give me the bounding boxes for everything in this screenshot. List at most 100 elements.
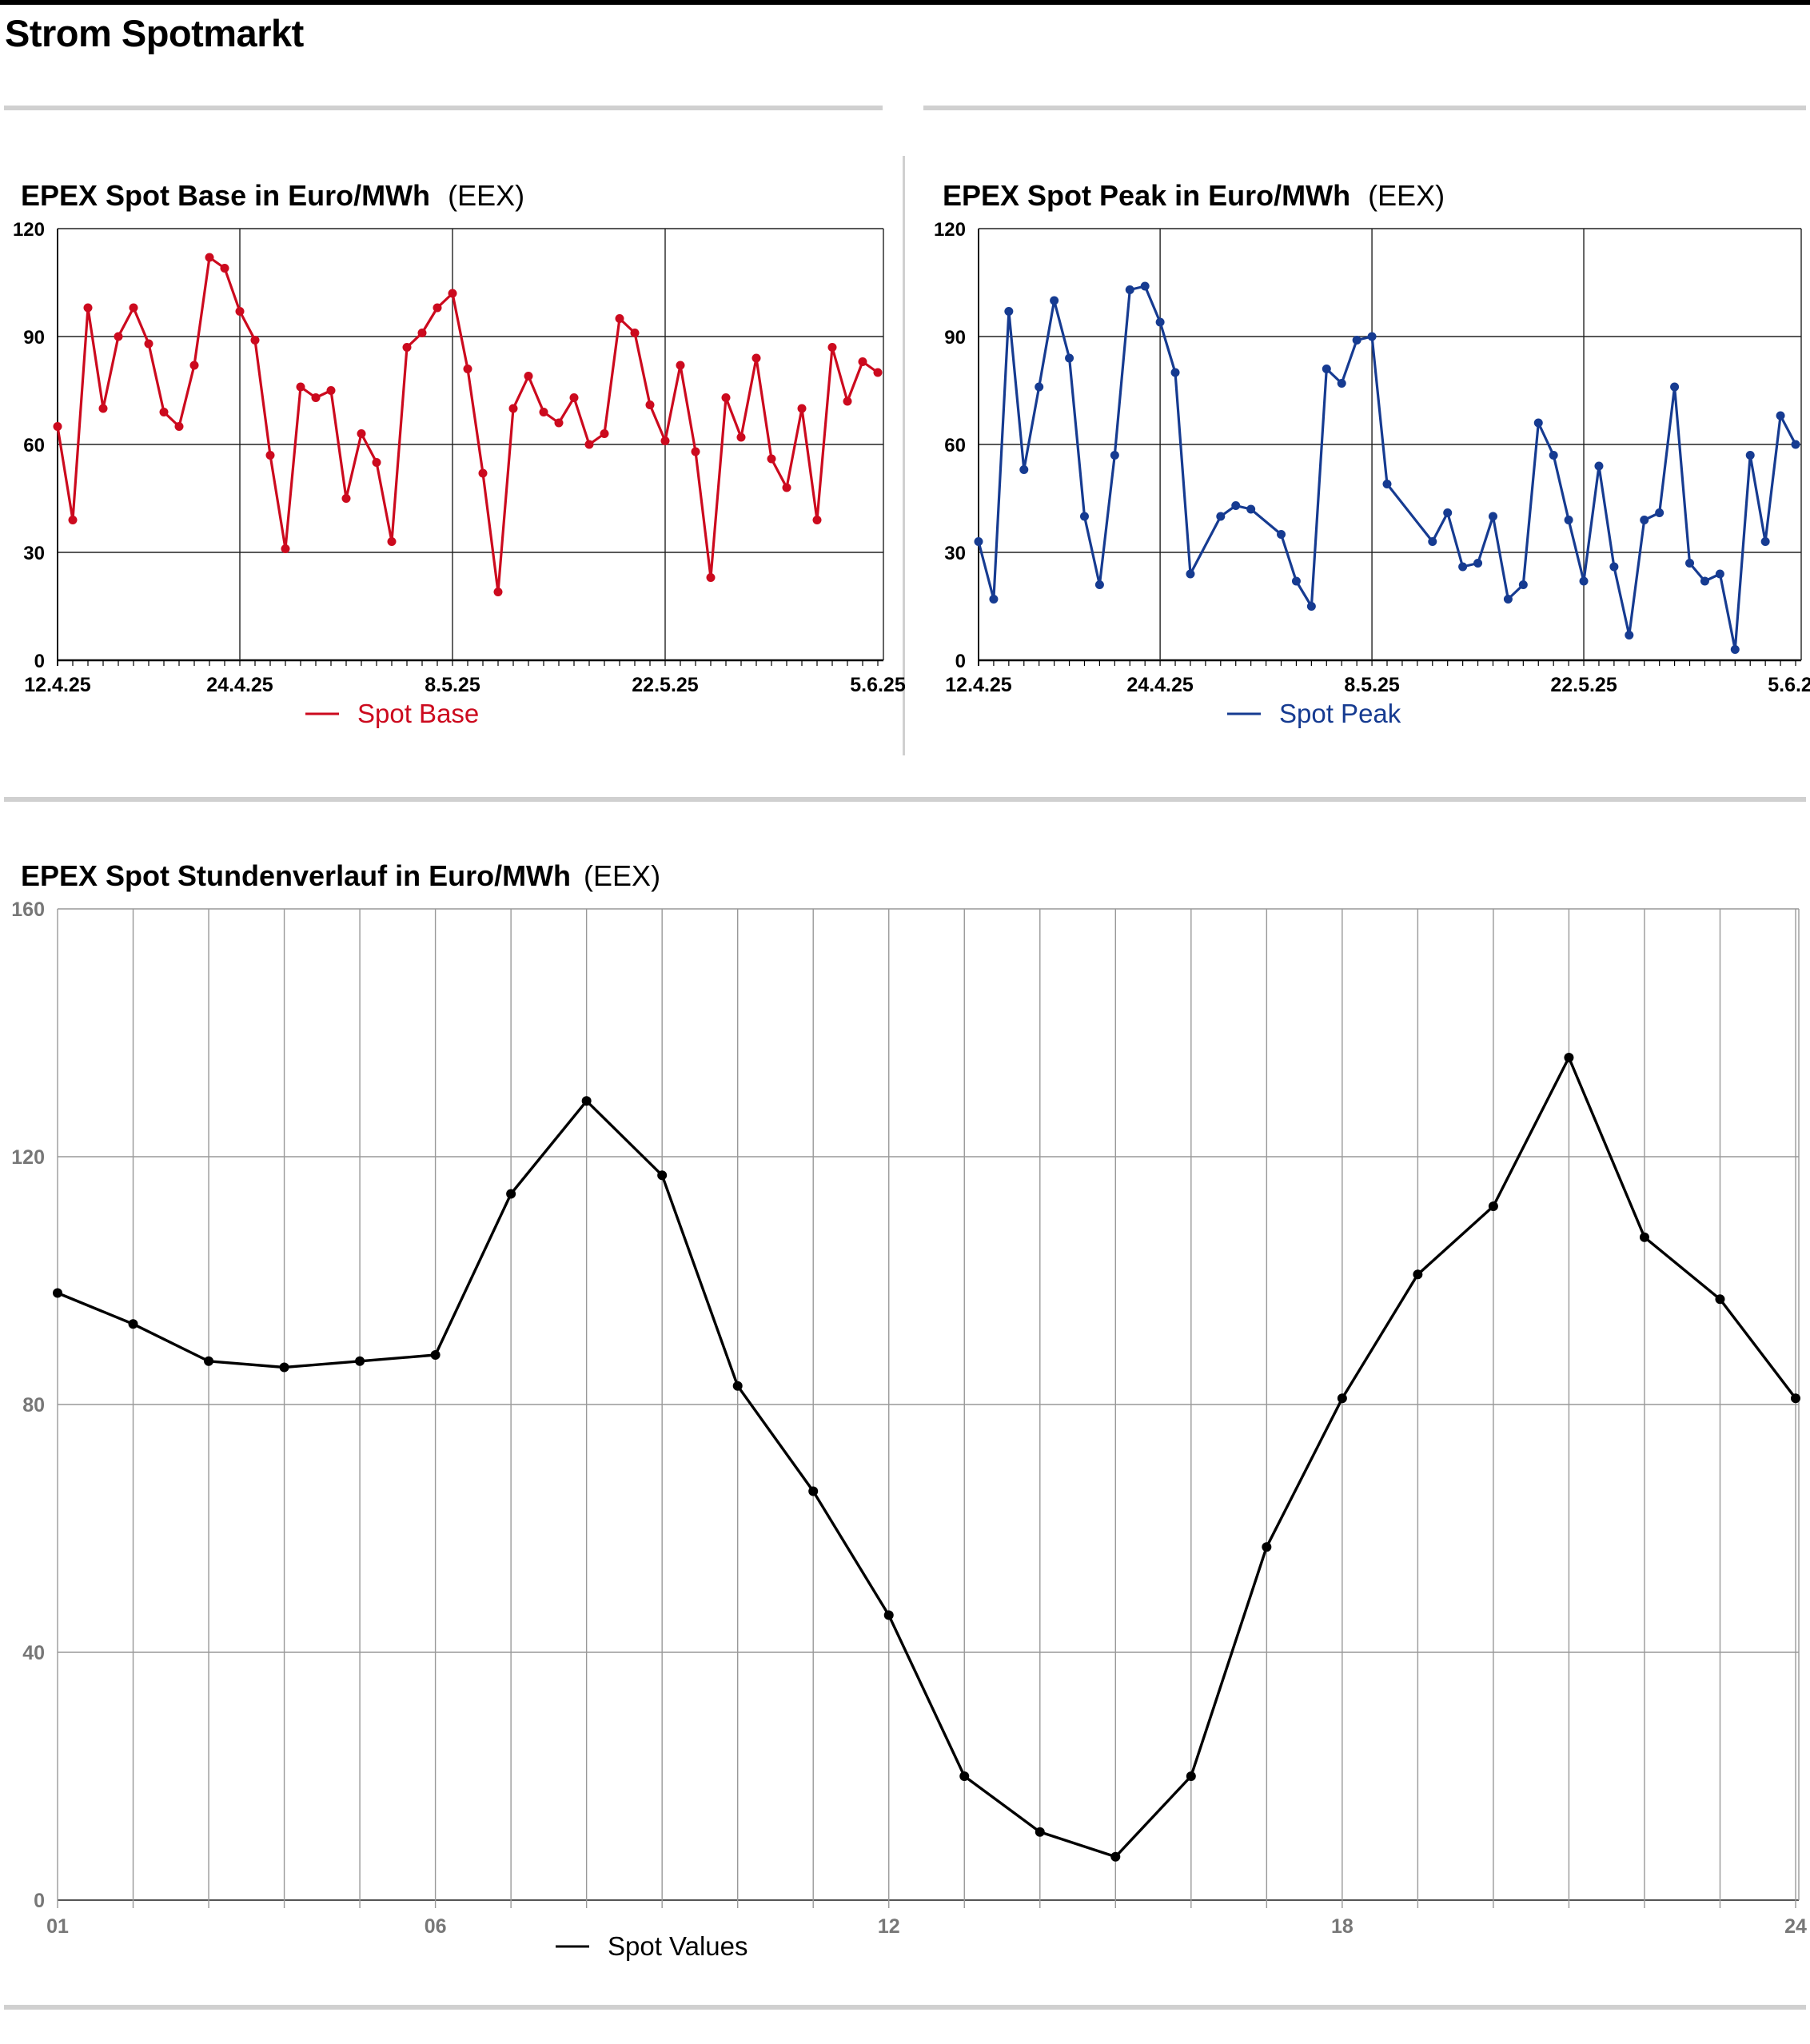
data-point [144, 339, 153, 349]
data-point [1170, 368, 1180, 377]
y-tick-label: 160 [11, 898, 45, 921]
y-tick-label: 90 [944, 327, 966, 349]
data-point [1579, 576, 1589, 586]
data-point [83, 303, 93, 313]
chart-1 [974, 228, 1802, 715]
data-point [1262, 1542, 1272, 1552]
data-point [1730, 645, 1740, 654]
legend-label: Spot Base [357, 699, 479, 728]
data-point [129, 303, 138, 313]
series-line [977, 285, 1797, 651]
data-point [128, 1319, 138, 1329]
column-separator [903, 156, 905, 755]
data-point [974, 537, 983, 546]
data-point [1035, 382, 1044, 392]
data-point [1549, 451, 1558, 460]
data-point [430, 1350, 441, 1360]
data-point [189, 361, 199, 370]
section-divider [4, 797, 1806, 802]
x-tick-label: 8.5.25 [425, 674, 480, 696]
data-point [372, 458, 381, 467]
data-point [1140, 281, 1150, 291]
data-point [657, 1170, 668, 1181]
data-point [235, 307, 245, 316]
data-point [1382, 480, 1392, 488]
y-tick-label: 90 [23, 327, 45, 349]
chart-source-base: (EEX) [448, 179, 525, 212]
data-point [1079, 512, 1089, 521]
data-point [205, 253, 214, 262]
chart-title-base-text: EPEX Spot Base in Euro/MWh [21, 179, 431, 212]
data-point [736, 432, 746, 442]
data-point [508, 404, 518, 413]
data-point [645, 400, 655, 409]
data-point [1473, 559, 1483, 568]
y-tick-label: 0 [955, 651, 966, 672]
x-tick-label: 22.5.25 [632, 674, 699, 696]
data-point [1306, 602, 1316, 611]
data-point [53, 1288, 62, 1298]
data-point [1564, 1053, 1574, 1062]
data-point [402, 343, 412, 352]
section-divider [4, 2005, 1806, 2010]
data-point [281, 544, 290, 553]
data-point [584, 440, 594, 449]
data-point [676, 361, 685, 370]
data-point [1428, 537, 1437, 546]
data-point [1231, 501, 1241, 510]
data-point [732, 1381, 743, 1391]
data-point [1700, 576, 1709, 586]
data-point [1094, 580, 1104, 589]
data-point [296, 382, 305, 392]
data-point [1110, 1851, 1121, 1862]
data-point [1337, 1393, 1347, 1404]
data-point [506, 1189, 516, 1199]
y-tick-label: 30 [944, 543, 966, 564]
data-point [1609, 562, 1619, 572]
data-point [159, 408, 169, 416]
data-point [1488, 512, 1497, 521]
data-point [554, 418, 564, 428]
series-line [57, 1056, 1797, 1859]
chart-source-hourly: (EEX) [584, 859, 661, 892]
y-tick-label: 30 [23, 543, 45, 564]
y-tick-label: 60 [23, 435, 45, 456]
data-point [1322, 365, 1331, 373]
data-point [1760, 537, 1770, 546]
chart-title-hourly: EPEX Spot Stundenverlauf in Euro/MWh (EE… [21, 859, 660, 893]
data-point [1004, 307, 1014, 316]
data-point [808, 1486, 819, 1496]
data-point [1337, 379, 1346, 388]
legend-label: Spot Peak [1279, 699, 1401, 728]
data-point [1035, 1827, 1045, 1837]
x-tick-label: 24.4.25 [1126, 674, 1194, 696]
data-point [1715, 569, 1724, 579]
chart-source-peak: (EEX) [1368, 179, 1445, 212]
data-point [843, 396, 852, 406]
data-point [1413, 1269, 1423, 1280]
data-point [1125, 285, 1134, 294]
data-point [357, 429, 366, 438]
legend-label: Spot Values [608, 1931, 748, 1961]
data-point [1367, 332, 1377, 341]
data-point [463, 365, 472, 373]
x-tick-label: 22.5.25 [1550, 674, 1617, 696]
data-point [1625, 631, 1634, 639]
data-point [1715, 1294, 1725, 1305]
data-point [1216, 512, 1226, 521]
y-tick-label: 0 [34, 651, 45, 672]
data-point [539, 408, 548, 416]
data-point [959, 1771, 970, 1781]
data-point [1050, 296, 1059, 305]
data-point [1458, 562, 1468, 572]
data-point [1791, 440, 1800, 449]
data-point [581, 1096, 592, 1106]
data-point [1443, 508, 1453, 517]
data-point [1670, 382, 1680, 392]
section-divider [4, 106, 883, 110]
data-point [1776, 411, 1785, 420]
data-point [873, 368, 883, 377]
data-point [1291, 576, 1301, 586]
y-tick-label: 40 [22, 1642, 45, 1664]
